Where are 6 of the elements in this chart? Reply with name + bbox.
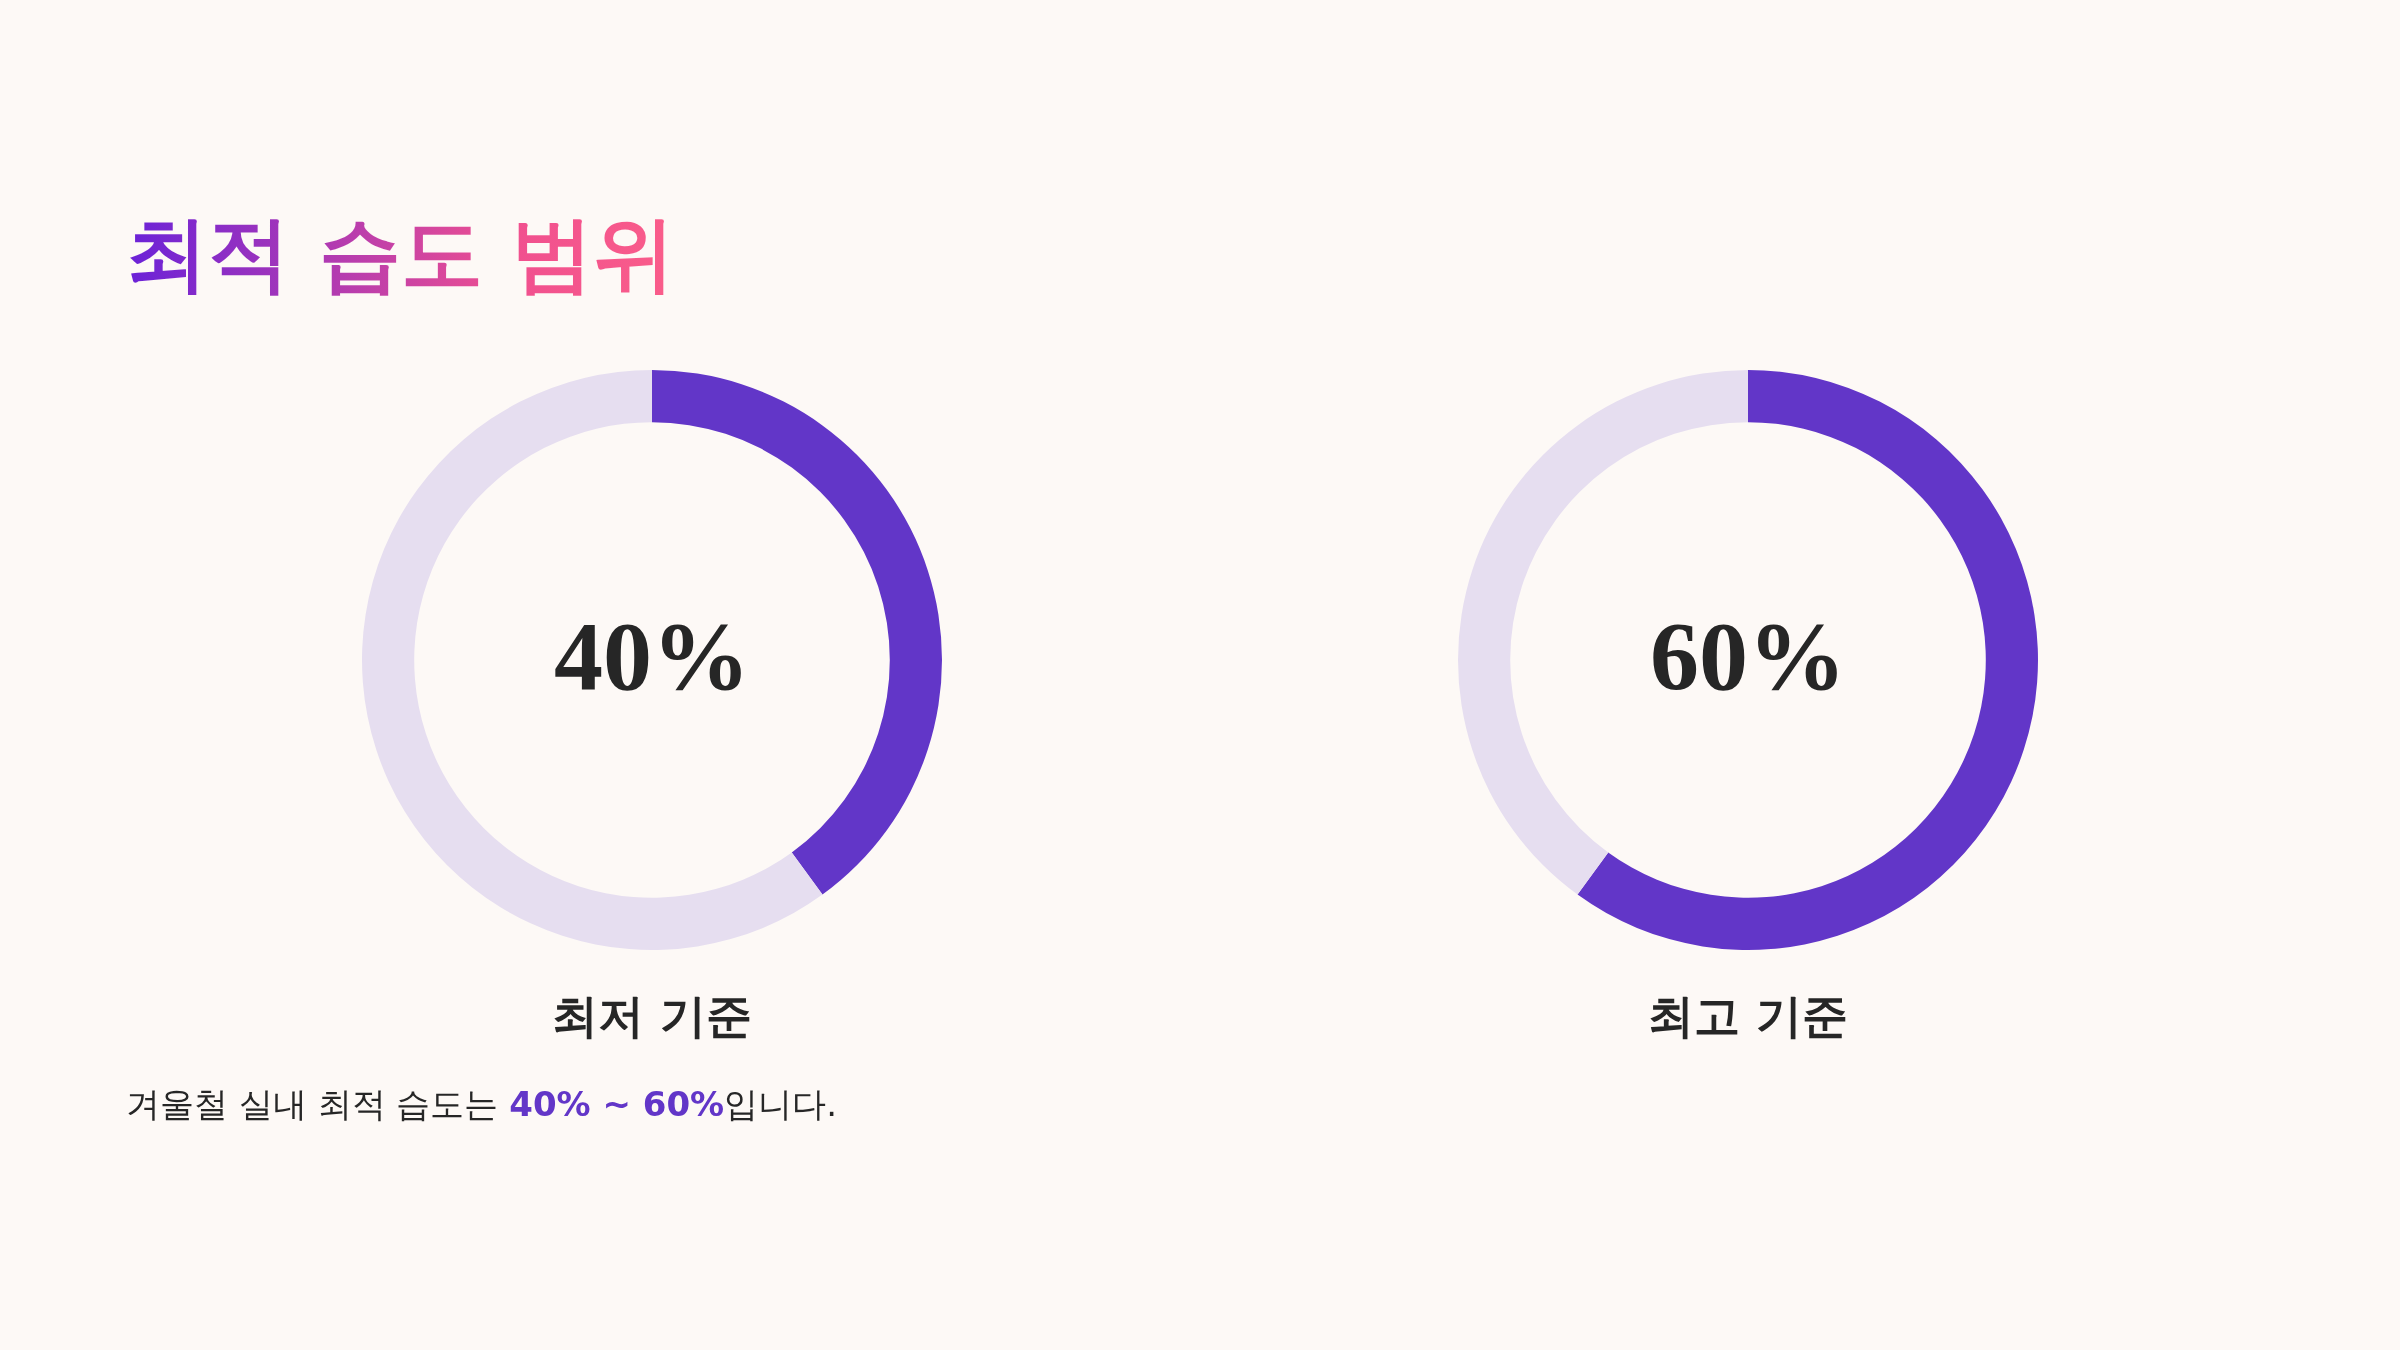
text: 겨울철 실내 최적 습도는 40% ~ 60%입니다. — [126, 1083, 837, 1126]
data-label: 60% — [1650, 602, 1846, 711]
data-label: 40% — [554, 602, 750, 711]
text: 최저 기준 — [551, 988, 753, 1045]
chart-title: 최적 습도 범위 — [126, 200, 676, 310]
text: 최고 기준 — [1647, 988, 1849, 1045]
